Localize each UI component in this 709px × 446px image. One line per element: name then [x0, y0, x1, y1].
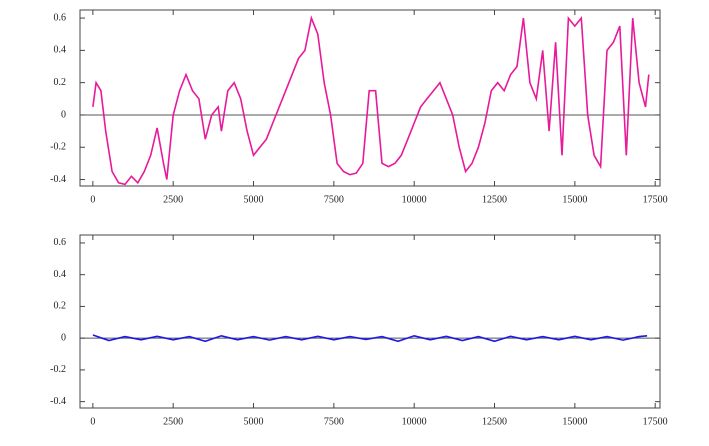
x-tick-label: 17500: [643, 416, 668, 427]
y-tick-label: 0.4: [54, 269, 67, 280]
x-tick-label: 12500: [482, 194, 507, 205]
x-tick-label: 15000: [562, 416, 587, 427]
data-line: [92, 15, 650, 186]
x-tick-label: 10000: [402, 194, 427, 205]
x-tick-label: 7500: [324, 194, 344, 205]
x-tick-label: 0: [90, 416, 95, 427]
x-tick-label: 7500: [324, 416, 344, 427]
y-tick-label: 0.6: [54, 12, 67, 23]
y-tick-label: 0: [61, 332, 66, 343]
y-tick-label: -0.2: [50, 364, 66, 375]
y-tick-label: -0.2: [50, 142, 66, 153]
y-tick-label: 0.2: [54, 77, 67, 88]
x-tick-label: 5000: [244, 194, 264, 205]
x-tick-label: 10000: [402, 416, 427, 427]
x-tick-label: 12500: [482, 416, 507, 427]
y-tick-label: 0.2: [54, 301, 67, 312]
x-tick-label: 0: [90, 194, 95, 205]
x-tick-label: 15000: [562, 194, 587, 205]
y-tick-label: 0: [61, 109, 66, 120]
y-tick-label: 0.4: [54, 45, 67, 56]
data-line: [92, 334, 648, 343]
y-tick-label: -0.4: [50, 396, 66, 407]
plot-frame: [79, 234, 661, 409]
x-tick-label: 17500: [643, 194, 668, 205]
x-tick-label: 2500: [163, 416, 183, 427]
y-tick-label: -0.4: [50, 174, 66, 185]
x-tick-label: 2500: [163, 194, 183, 205]
plot-frame: [79, 9, 661, 187]
x-tick-label: 5000: [244, 416, 264, 427]
y-tick-label: 0.6: [54, 237, 67, 248]
